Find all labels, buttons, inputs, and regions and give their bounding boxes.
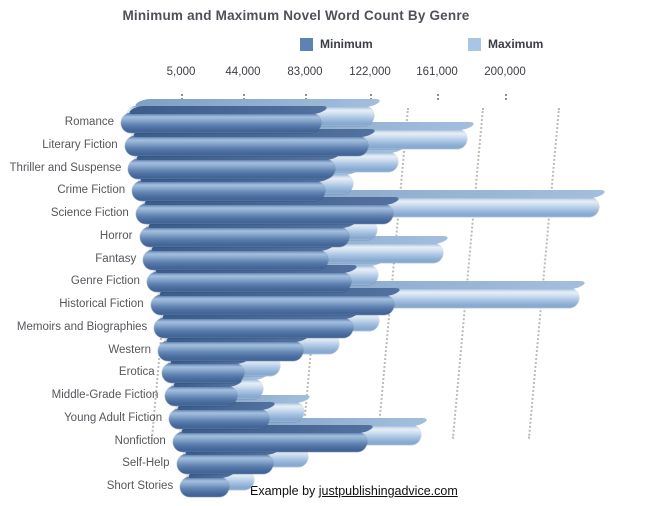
- bar-minimum-romance[interactable]: [121, 106, 331, 133]
- legend-swatch-minimum-icon: [300, 37, 313, 51]
- bar-minimum-nonfiction[interactable]: [172, 424, 377, 452]
- bar-minimum-science-fiction[interactable]: [135, 197, 402, 224]
- bar-top-face: [126, 106, 331, 114]
- gridline-200000: [527, 108, 560, 439]
- bar-minimum-young-adult-fiction[interactable]: [169, 401, 279, 429]
- legend-label-minimum: Minimum: [320, 37, 373, 51]
- category-label-nonfiction: Nonfiction: [114, 434, 166, 447]
- x-axis-tick-mark: [181, 94, 183, 102]
- bar-minimum-short-stories[interactable]: [180, 470, 239, 497]
- x-axis-tick-label-200-000: 200,000: [484, 66, 526, 78]
- bar-minimum-historical-fiction[interactable]: [150, 288, 404, 315]
- bar-minimum-fantasy[interactable]: [143, 242, 338, 270]
- chart-title: Minimum and Maximum Novel Word Count By …: [122, 8, 470, 23]
- category-label-western: Western: [108, 343, 151, 356]
- attribution-link[interactable]: justpublishingadvice.com: [318, 484, 458, 498]
- attribution-prefix: Example by: [250, 484, 319, 498]
- category-label-fantasy: Fantasy: [95, 252, 137, 265]
- category-label-genre-fiction: Genre Fiction: [70, 275, 140, 288]
- legend-item-maximum[interactable]: Maximum: [468, 37, 543, 51]
- gridline-161000: [452, 108, 485, 439]
- legend-label-maximum: Maximum: [488, 37, 544, 51]
- category-label-erotica: Erotica: [118, 366, 155, 379]
- category-label-science-fiction: Science Fiction: [50, 207, 129, 219]
- bar-minimum-self-help[interactable]: [176, 447, 283, 475]
- category-label-romance: Romance: [64, 116, 114, 128]
- category-label-literary-fiction: Literary Fiction: [42, 138, 118, 151]
- bar-minimum-crime-fiction[interactable]: [132, 174, 334, 202]
- x-axis-tick-label-44-000: 44,000: [225, 66, 261, 78]
- x-axis-tick-label-122-000: 122,000: [349, 66, 391, 78]
- category-label-historical-fiction: Historical Fiction: [59, 298, 144, 310]
- category-label-thriller-and-suspense: Thriller and Suspense: [9, 161, 122, 174]
- category-label-crime-fiction: Crime Fiction: [57, 184, 126, 197]
- legend-swatch-maximum-icon: [468, 37, 481, 51]
- bar-minimum-western[interactable]: [158, 333, 312, 361]
- bar-minimum-horror[interactable]: [139, 219, 359, 247]
- category-label-young-adult-fiction: Young Adult Fiction: [64, 411, 163, 424]
- x-axis-tick-label-83-000: 83,000: [287, 66, 323, 78]
- category-label-self-help: Self-Help: [122, 457, 170, 470]
- x-axis-tick-mark: [370, 94, 372, 102]
- x-axis-tick-label-5-000: 5,000: [166, 66, 196, 78]
- category-label-horror: Horror: [99, 229, 133, 242]
- bar-minimum-middle-grade-fiction[interactable]: [165, 379, 247, 406]
- bar-minimum-thriller-and-suspense[interactable]: [128, 151, 345, 179]
- x-axis-tick-mark: [243, 94, 245, 102]
- bar-minimum-erotica[interactable]: [161, 356, 254, 384]
- bar-minimum-literary-fiction[interactable]: [124, 128, 378, 156]
- category-label-memoirs-and-biographies: Memoirs and Biographies: [16, 320, 148, 333]
- bar-minimum-memoirs-and-biographies[interactable]: [154, 310, 362, 338]
- attribution: Example by justpublishingadvice.com: [250, 484, 458, 498]
- legend-item-minimum[interactable]: Minimum: [300, 37, 373, 51]
- x-axis-tick-mark: [305, 94, 307, 102]
- bar-minimum-genre-fiction[interactable]: [146, 265, 361, 293]
- category-label-middle-grade-fiction: Middle-Grade Fiction: [51, 389, 159, 401]
- x-axis-tick-label-161-000: 161,000: [416, 66, 458, 78]
- x-axis-tick-mark: [437, 94, 439, 102]
- category-label-short-stories: Short Stories: [106, 480, 174, 492]
- x-axis-tick-mark: [505, 94, 507, 102]
